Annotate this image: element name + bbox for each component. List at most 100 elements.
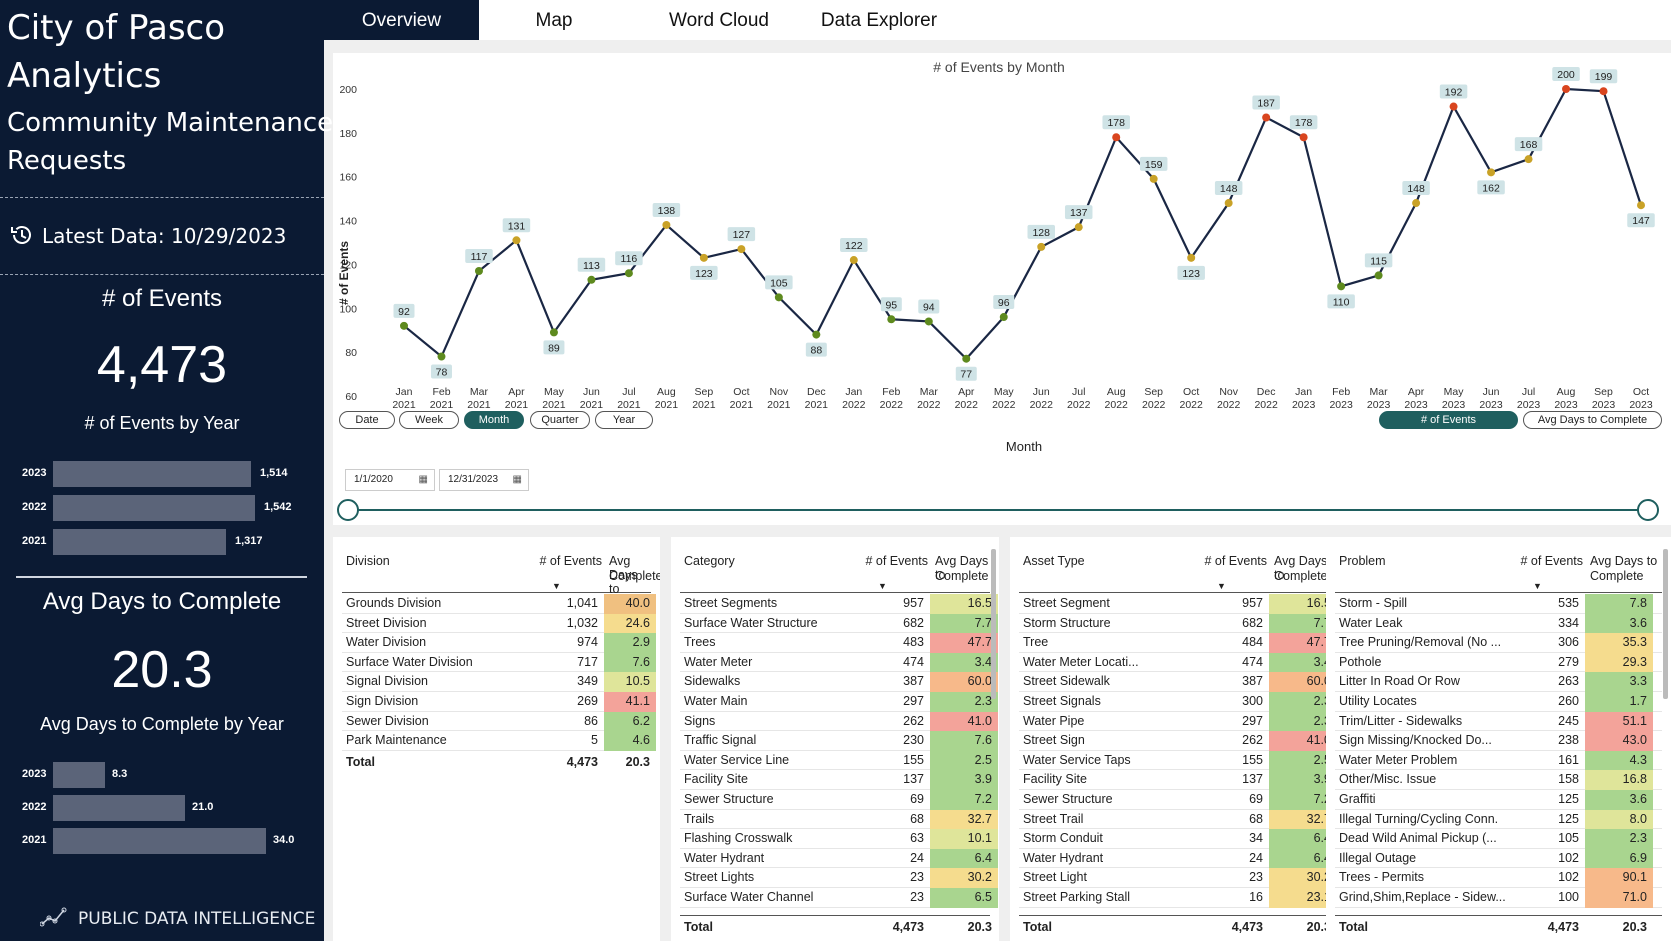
- column-header-events[interactable]: # of Events: [539, 554, 602, 568]
- column-header-events[interactable]: # of Events: [1204, 554, 1267, 568]
- data-point[interactable]: [849, 256, 858, 265]
- table-row[interactable]: Street Signals 300 2.3: [1019, 692, 1337, 712]
- sort-desc-icon[interactable]: ▼: [1533, 581, 1542, 591]
- data-point[interactable]: [1374, 271, 1383, 280]
- table-row[interactable]: Sign Division 269 41.1: [342, 692, 656, 712]
- table-row[interactable]: Grounds Division 1,041 40.0: [342, 594, 656, 614]
- data-point[interactable]: [737, 245, 746, 254]
- table-row[interactable]: Litter In Road Or Row 263 3.3: [1335, 672, 1662, 692]
- column-header-name[interactable]: Division: [346, 554, 390, 568]
- table-row[interactable]: Water Hydrant 24 6.4: [1019, 848, 1337, 869]
- data-point[interactable]: [774, 293, 783, 302]
- table-row[interactable]: Water Meter Problem 161 4.3: [1335, 750, 1662, 771]
- data-point[interactable]: [1074, 223, 1083, 232]
- table-row[interactable]: Trees 483 47.7: [680, 633, 998, 653]
- data-point[interactable]: [1449, 102, 1458, 111]
- column-header-name[interactable]: Category: [684, 554, 735, 568]
- table-row[interactable]: Surface Water Structure 682 7.7: [680, 613, 998, 634]
- table-row[interactable]: Other/Misc. Issue 158 16.8: [1335, 770, 1662, 790]
- calendar-icon[interactable]: ▦: [418, 474, 428, 485]
- data-point[interactable]: [512, 236, 521, 245]
- table-row[interactable]: Tree 484 47.7: [1019, 633, 1337, 653]
- table-row[interactable]: Water Service Taps 155 2.5: [1019, 750, 1337, 771]
- column-header-avg-days[interactable]: Avg Days to: [1274, 554, 1328, 582]
- date-slider-end-handle[interactable]: [1637, 499, 1659, 521]
- data-point[interactable]: [1299, 133, 1308, 142]
- table-row[interactable]: Street Division 1,032 24.6: [342, 613, 656, 634]
- data-point[interactable]: [812, 330, 821, 339]
- granularity-year-button[interactable]: Year: [595, 411, 653, 429]
- table-row[interactable]: Surface Water Channel 23 6.5: [680, 888, 998, 908]
- data-point[interactable]: [1262, 113, 1271, 122]
- start-date-input[interactable]: 1/1/2020 ▦: [345, 469, 435, 491]
- data-point[interactable]: [1224, 199, 1233, 208]
- table-row[interactable]: Trees - Permits 102 90.1: [1335, 868, 1662, 888]
- granularity-week-button[interactable]: Week: [399, 411, 459, 429]
- data-point[interactable]: [699, 253, 708, 262]
- table-row[interactable]: Water Main 297 2.3: [680, 692, 998, 712]
- tab-data-explorer[interactable]: Data Explorer: [820, 10, 938, 31]
- table-row[interactable]: Street Lights 23 30.2: [680, 868, 998, 888]
- table-row[interactable]: Water Meter 474 3.4: [680, 652, 998, 673]
- column-header-events[interactable]: # of Events: [1520, 554, 1583, 568]
- table-row[interactable]: Pothole 279 29.3: [1335, 652, 1662, 673]
- measure-avg-days-button[interactable]: Avg Days to Complete: [1523, 411, 1662, 429]
- table-row[interactable]: Street Sign 262 41.0: [1019, 731, 1337, 751]
- table-row[interactable]: Signal Division 349 10.5: [342, 672, 656, 692]
- data-point[interactable]: [924, 317, 933, 326]
- data-point[interactable]: [1599, 87, 1608, 96]
- table-row[interactable]: Water Division 974 2.9: [342, 633, 656, 653]
- table-row[interactable]: Street Parking Stall 16 23.1: [1019, 888, 1337, 908]
- column-header-name[interactable]: Asset Type: [1023, 554, 1085, 568]
- data-point[interactable]: [437, 352, 446, 361]
- events-year-bar[interactable]: [53, 461, 251, 487]
- calendar-icon[interactable]: ▦: [512, 474, 522, 485]
- table-row[interactable]: Illegal Outage 102 6.9: [1335, 848, 1662, 869]
- data-point[interactable]: [587, 275, 596, 284]
- data-point[interactable]: [400, 321, 408, 330]
- avg-year-bar[interactable]: [53, 795, 185, 821]
- data-point[interactable]: [1149, 174, 1158, 183]
- sort-desc-icon[interactable]: ▼: [552, 581, 561, 591]
- table-row[interactable]: Grind,Shim,Replace - Sidew... 100 71.0: [1335, 888, 1662, 908]
- table-row[interactable]: Storm - Spill 535 7.8: [1335, 594, 1662, 614]
- measure-events-button[interactable]: # of Events: [1379, 411, 1518, 429]
- table-row[interactable]: Surface Water Division 717 7.6: [342, 652, 656, 673]
- table-row[interactable]: Street Sidewalk 387 60.0: [1019, 672, 1337, 692]
- table-row[interactable]: Storm Structure 682 7.7: [1019, 613, 1337, 634]
- column-header-events[interactable]: # of Events: [865, 554, 928, 568]
- table-row[interactable]: Dead Wild Animal Pickup (... 105 2.3: [1335, 829, 1662, 849]
- table-row[interactable]: Traffic Signal 230 7.6: [680, 731, 998, 751]
- avg-year-bar[interactable]: [53, 762, 105, 788]
- table-row[interactable]: Sewer Structure 69 7.2: [680, 790, 998, 810]
- table-row[interactable]: Street Trail 68 32.7: [1019, 809, 1337, 830]
- table-row[interactable]: Facility Site 137 3.9: [680, 770, 998, 790]
- data-point[interactable]: [1337, 282, 1346, 291]
- column-header-avg-days[interactable]: Avg Days to: [935, 554, 989, 582]
- table-row[interactable]: Facility Site 137 3.9: [1019, 770, 1337, 790]
- data-point[interactable]: [1524, 155, 1533, 164]
- table-row[interactable]: Water Hydrant 24 6.4: [680, 848, 998, 869]
- events-year-bar[interactable]: [53, 495, 255, 521]
- column-header-avg-days[interactable]: Avg Days to: [1590, 554, 1658, 568]
- sort-desc-icon[interactable]: ▼: [1217, 581, 1226, 591]
- table-row[interactable]: Storm Conduit 34 6.4: [1019, 829, 1337, 849]
- end-date-input[interactable]: 12/31/2023 ▦: [439, 469, 529, 491]
- table-row[interactable]: Signs 262 41.0: [680, 711, 998, 732]
- table-row[interactable]: Trim/Litter - Sidewalks 245 51.1: [1335, 711, 1662, 732]
- table-scrollbar[interactable]: [991, 549, 996, 699]
- data-point[interactable]: [662, 220, 671, 229]
- table-row[interactable]: Utility Locates 260 1.7: [1335, 692, 1662, 712]
- table-row[interactable]: Street Segment 957 16.5: [1019, 594, 1337, 614]
- granularity-quarter-button[interactable]: Quarter: [530, 411, 590, 429]
- table-row[interactable]: Water Meter Locati... 474 3.4: [1019, 652, 1337, 673]
- table-row[interactable]: Sidewalks 387 60.0: [680, 672, 998, 692]
- tab-overview[interactable]: Overview: [324, 0, 479, 40]
- table-row[interactable]: Flashing Crosswalk 63 10.1: [680, 829, 998, 849]
- table-row[interactable]: Trails 68 32.7: [680, 809, 998, 830]
- tab-word-cloud[interactable]: Word Cloud: [669, 10, 769, 31]
- data-point[interactable]: [1487, 168, 1496, 177]
- table-row[interactable]: Street Light 23 30.2: [1019, 868, 1337, 888]
- data-point[interactable]: [549, 328, 558, 337]
- data-point[interactable]: [1037, 242, 1046, 251]
